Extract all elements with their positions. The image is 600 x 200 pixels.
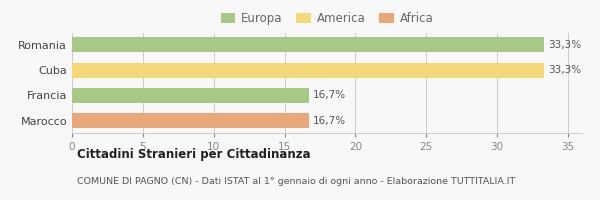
Text: 16,7%: 16,7% [313, 116, 346, 126]
Bar [72, 88, 308, 103]
Bar [72, 37, 544, 52]
Legend: Europa, America, Africa: Europa, America, Africa [216, 7, 438, 30]
Text: 33,3%: 33,3% [548, 65, 581, 75]
Bar [72, 63, 544, 78]
Text: 33,3%: 33,3% [548, 40, 581, 50]
Text: COMUNE DI PAGNO (CN) - Dati ISTAT al 1° gennaio di ogni anno - Elaborazione TUTT: COMUNE DI PAGNO (CN) - Dati ISTAT al 1° … [77, 177, 515, 186]
Text: 16,7%: 16,7% [313, 90, 346, 100]
Bar [72, 113, 308, 128]
Text: Cittadini Stranieri per Cittadinanza: Cittadini Stranieri per Cittadinanza [77, 148, 311, 161]
